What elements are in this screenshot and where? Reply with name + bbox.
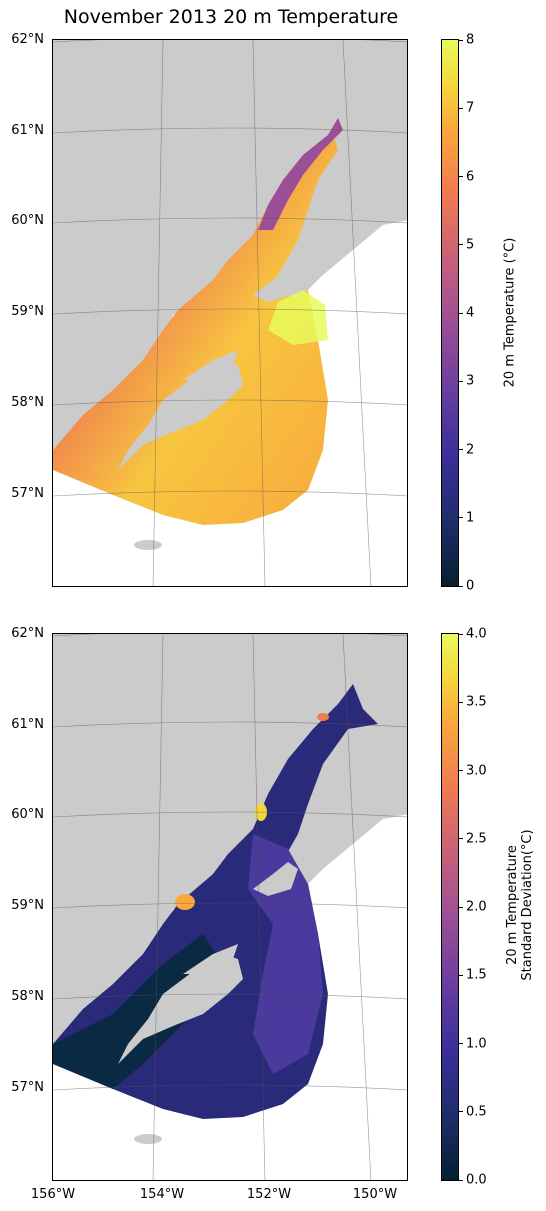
colorbar-tick-mark (459, 517, 463, 519)
lat-label: 62°N (11, 626, 44, 641)
map-temperature-svg (53, 40, 407, 586)
colorbar-tick-label: 3 (466, 373, 475, 389)
colorbar-tick-label: 0.5 (466, 1104, 487, 1120)
colorbar-tick-label: 1 (466, 510, 475, 526)
colorbar-stddev (441, 633, 459, 1181)
colorbar-tick-label: 7 (466, 100, 475, 116)
stddev-high-patch-3 (317, 713, 329, 721)
colorbar-tick-label: 0.0 (466, 1172, 487, 1188)
colorbar-tick-label: 6 (466, 169, 475, 184)
colorbar-tick-label: 4 (466, 305, 475, 321)
land-afognak (183, 350, 238, 380)
colorbar-tick-mark (459, 906, 463, 908)
colorbar-tick-mark (459, 449, 463, 450)
colorbar-tick-mark (459, 1179, 463, 1181)
lat-label: 58°N (11, 989, 44, 1004)
lat-label: 59°N (11, 898, 44, 913)
temperature-warm-patch (268, 290, 328, 345)
colorbar-tick-mark (459, 770, 463, 771)
lat-label: 60°N (11, 807, 44, 822)
lat-label: 59°N (11, 304, 44, 319)
graticule (53, 634, 407, 1180)
colorbar-tick-label: 0 (466, 578, 475, 594)
colorbar-label-line2: Standard Deviation(°C) (520, 829, 535, 981)
colorbar-temperature (441, 39, 459, 587)
land-kenai-peninsula (253, 268, 298, 302)
land-afognak (183, 944, 238, 974)
land-trinity-islands (134, 540, 162, 550)
colorbar-label-stddev: 20 m Temperature Standard Deviation(°C) (505, 825, 535, 985)
colorbar-tick-mark (459, 1043, 463, 1044)
lon-label: 154°W (139, 1187, 185, 1202)
colorbar-tick-mark (459, 244, 463, 246)
colorbar-tick-mark (459, 176, 463, 177)
colorbar-label-temperature: 20 m Temperature (°C) (502, 237, 518, 388)
land-kenai-peninsula (253, 862, 298, 896)
colorbar-tick-label: 2.5 (466, 831, 487, 847)
colorbar-tick-mark (459, 974, 463, 976)
colorbar-tick-label: 1.5 (466, 967, 487, 983)
lon-label: 152°W (246, 1187, 292, 1202)
figure-title: November 2013 20 m Temperature (63, 6, 399, 28)
lat-label: 62°N (11, 32, 44, 47)
map-stddev-svg (53, 634, 407, 1180)
colorbar-tick-mark (459, 633, 463, 635)
stddev-dark-sw (53, 934, 223, 1089)
land-kodiak-island (118, 360, 243, 470)
colorbar-tick-mark (459, 39, 463, 41)
colorbar-tick-label: 8 (466, 32, 475, 48)
graticule (53, 40, 407, 586)
lon-label: 150°W (352, 1187, 398, 1202)
colorbar-tick-label: 2.0 (466, 899, 487, 915)
map-panel-stddev (52, 633, 408, 1181)
colorbar-tick-label: 4.0 (466, 626, 487, 642)
lat-label: 61°N (11, 123, 44, 138)
colorbar-tick-mark (459, 585, 463, 587)
colorbar-tick-mark (459, 380, 463, 382)
lat-label: 60°N (11, 213, 44, 228)
land-kodiak-island (118, 954, 243, 1064)
colorbar-tick-label: 5 (466, 237, 475, 253)
colorbar-tick-label: 3.0 (466, 763, 487, 778)
lon-label: 156°W (30, 1187, 76, 1202)
temperature-cool-inlet (258, 118, 343, 230)
colorbar-tick-mark (459, 701, 463, 703)
colorbar-tick-label: 3.5 (466, 694, 487, 710)
colorbar-tick-label: 1.0 (466, 1036, 487, 1051)
colorbar-tick-mark (459, 1111, 463, 1113)
colorbar-tick-mark (459, 838, 463, 840)
stddev-high-patch (175, 894, 195, 910)
lat-label: 57°N (11, 1080, 44, 1095)
colorbar-tick-mark (459, 312, 463, 314)
lat-label: 58°N (11, 395, 44, 410)
colorbar-tick-mark (459, 107, 463, 109)
lat-label: 61°N (11, 717, 44, 732)
map-panel-temperature (52, 39, 408, 587)
colorbar-tick-label: 2 (466, 442, 475, 457)
lat-label: 57°N (11, 486, 44, 501)
land-trinity-islands (134, 1134, 162, 1144)
colorbar-label-line1: 20 m Temperature (505, 845, 520, 965)
